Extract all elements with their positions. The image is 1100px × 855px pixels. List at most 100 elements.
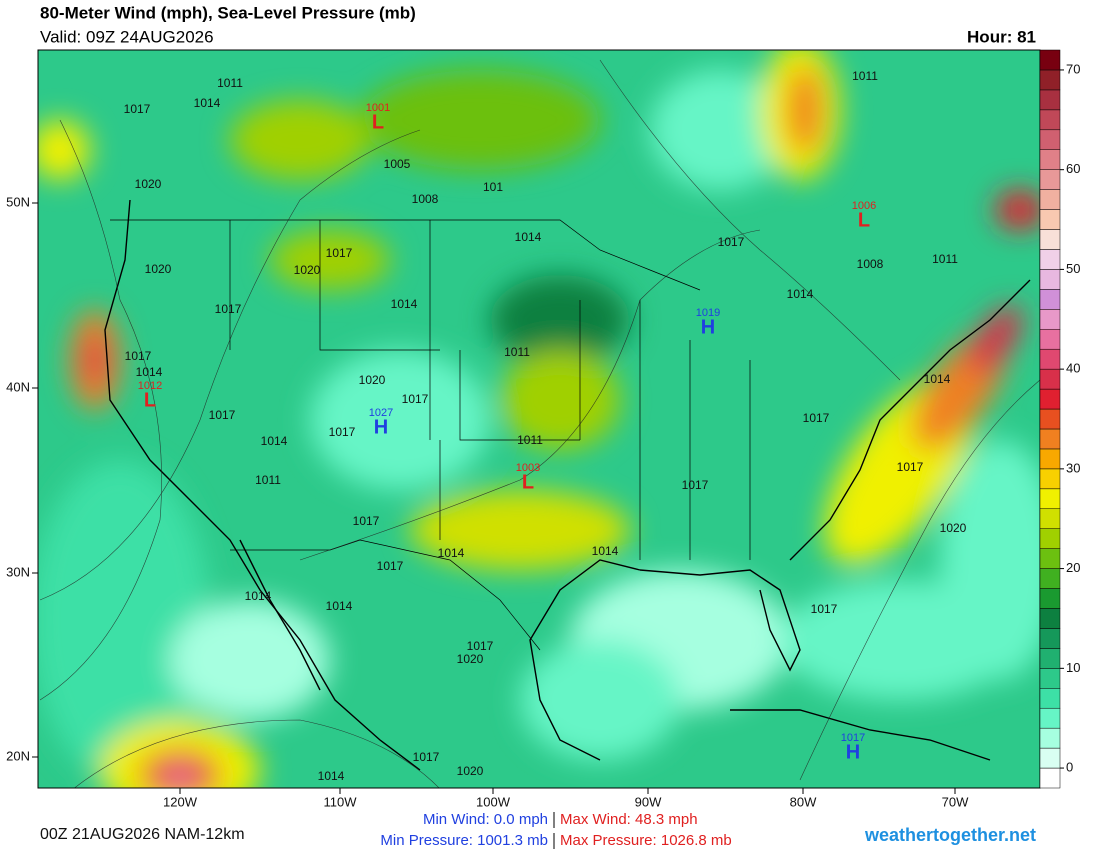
colorbar-label: 20 [1066,560,1080,575]
colorbar-label: 10 [1066,660,1080,675]
colorbar-label: 50 [1066,261,1080,276]
lon-label: 70W [942,794,969,809]
wind-field [38,50,1040,788]
min-wind: Min Wind: 0.0 mph [423,811,548,828]
color-box [1039,149,1061,170]
color-box [1039,588,1061,609]
lon-label: 100W [476,794,511,809]
lat-label: 40N [6,379,30,394]
center-value: 1027 [369,407,393,419]
center-letter: H [374,416,388,438]
lon-label: 80W [790,794,817,809]
isobar-label: 1020 [457,764,484,778]
colorbar-label: 30 [1066,460,1080,475]
isobar-label: 1011 [504,345,530,359]
coastlines [104,199,1031,771]
isobar-label: 1014 [924,372,951,386]
center-value: 1012 [138,380,162,392]
isobar-label: 1011 [852,69,878,83]
isobar-label: 1014 [438,546,465,560]
isobar-label: 1020 [359,373,386,387]
lon-label: 120W [163,794,198,809]
color-box [1039,628,1061,649]
lon-label: 90W [635,794,662,809]
color-box [1039,309,1061,330]
isobar-label: 1017 [125,349,152,363]
color-box [1039,49,1061,71]
color-box [1039,707,1061,729]
borders [110,219,751,651]
color-box [1039,508,1061,529]
color-box [1039,368,1061,390]
max-wind: Max Wind: 48.3 mph [560,811,698,828]
isobar-label: 1017 [811,602,838,616]
color-box [1039,448,1061,470]
lat-label: 50N [6,194,30,209]
isobar-label: 1014 [261,434,288,448]
color-box [1039,348,1061,370]
isobar-label: 1017 [329,425,356,439]
color-box [1039,289,1061,310]
isobar-label: 1014 [592,544,619,558]
site-name: weathertogether.net [864,825,1036,845]
color-box [1039,668,1061,689]
isobar-label: 1017 [326,246,353,260]
color-box [1039,468,1061,490]
isobar-label: 1014 [245,589,272,603]
colorbar-label: 0 [1066,759,1073,774]
isobar-label: 1014 [136,365,163,379]
color-box [1039,328,1061,350]
center-letter: L [522,471,534,493]
min-pressure: Min Pressure: 1001.3 mb [380,832,548,849]
isobar-label: 1017 [718,235,745,249]
isobar-label: 1020 [294,263,321,277]
isobar-label: 1017 [682,478,709,492]
isobar-label: 1017 [413,750,440,764]
color-box [1039,229,1061,250]
color-box [1039,388,1061,410]
center-letter: H [846,741,860,763]
color-box [1039,109,1061,131]
center-letter: L [144,389,156,411]
isobar-label: 1020 [457,652,484,666]
isobar-label: 1005 [384,157,411,171]
color-box [1039,408,1061,430]
color-box [1039,727,1061,749]
isobar-label: 1011 [517,433,543,447]
color-box [1039,688,1061,709]
isobar-label: 1014 [787,287,814,301]
isobar-label: 1017 [124,102,151,116]
color-box [1039,648,1061,669]
colorbar-label: 60 [1066,161,1080,176]
isobar-label: 1017 [353,514,380,528]
center-value: 1006 [852,200,876,212]
isobar-label: 1008 [412,192,439,206]
isobar-label: 1017 [467,639,494,653]
lat-label: 30N [6,564,30,579]
isobar-label: 1008 [857,257,884,271]
isobar-label: 1014 [515,230,542,244]
forecast-hour: Hour: 81 [967,27,1036,46]
color-box [1039,209,1061,230]
max-pressure: Max Pressure: 1026.8 mb [560,832,732,849]
title: 80-Meter Wind (mph), Sea-Level Pressure … [40,3,416,22]
color-box [1039,89,1061,111]
center-value: 1019 [696,307,720,319]
isobar-label: 1014 [326,599,353,613]
center-value: 1003 [516,462,540,474]
model-run: 00Z 21AUG2026 NAM-12km [40,826,245,843]
center-value: 1017 [841,732,865,744]
isobar-label: 1020 [135,177,162,191]
lon-label: 110W [324,794,358,809]
color-box [1039,189,1061,210]
isobar-label: 1017 [897,460,924,474]
color-box [1039,767,1061,789]
isobar-label: 1017 [377,559,404,573]
map: 1001L1006L1019H1012L1027H1003L1017H10111… [38,50,1040,788]
isobar-label: 1020 [145,262,172,276]
isobar-label: 1017 [402,392,429,406]
center-value: 1001 [366,102,390,114]
color-box [1039,568,1061,589]
color-box [1039,169,1061,190]
